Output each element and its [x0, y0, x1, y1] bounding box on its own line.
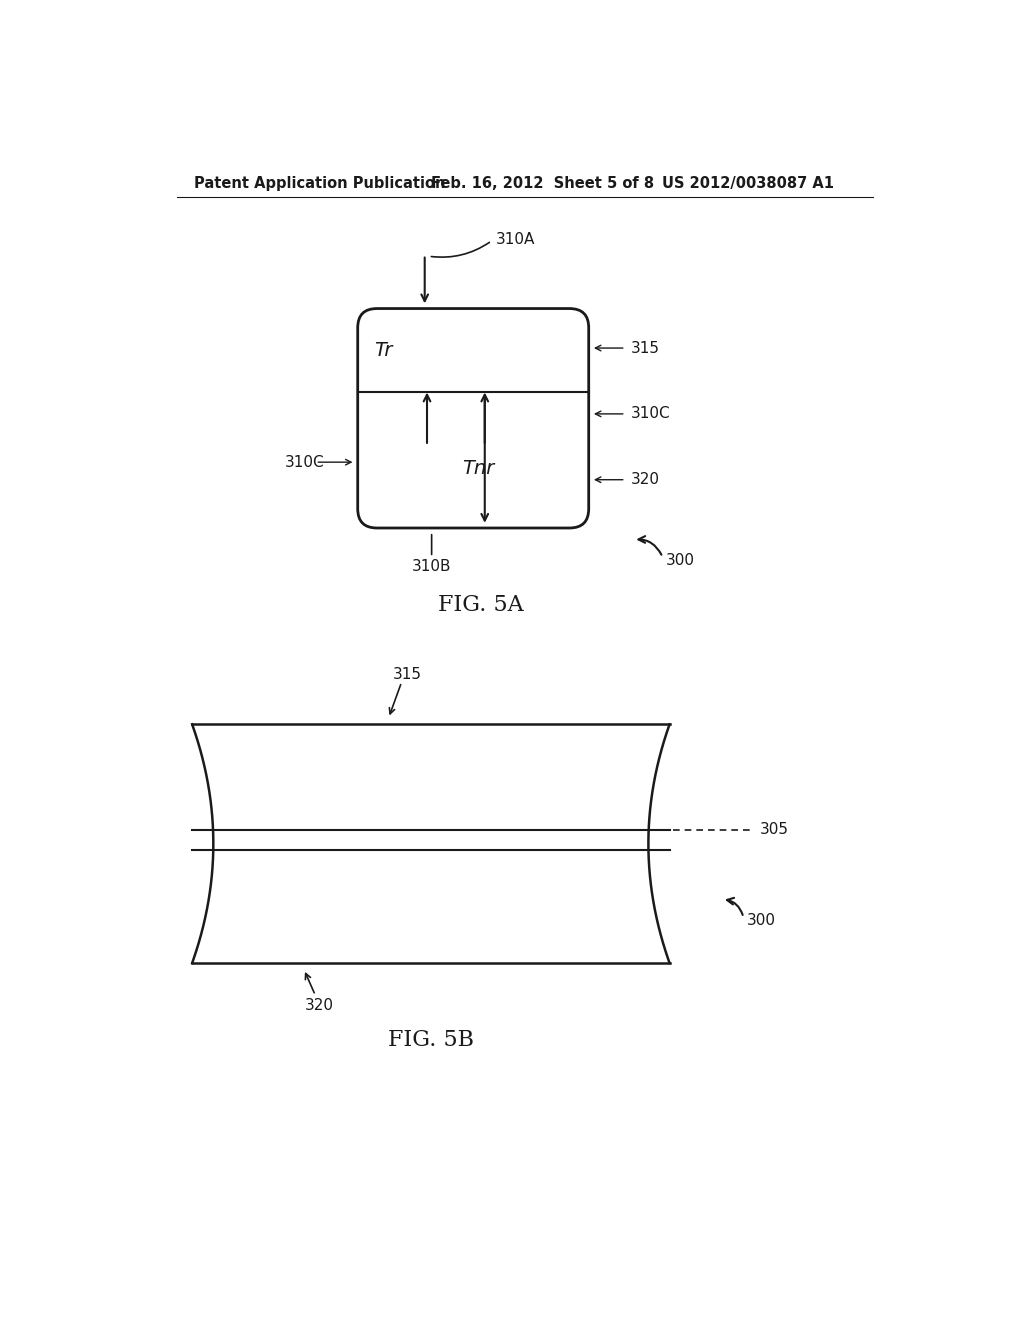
Text: FIG. 5A: FIG. 5A [438, 594, 523, 616]
Text: 300: 300 [666, 553, 694, 568]
Text: 310C: 310C [285, 454, 325, 470]
Text: 310A: 310A [497, 232, 536, 247]
Text: 300: 300 [746, 913, 775, 928]
Text: 315: 315 [631, 341, 660, 355]
Text: 310C: 310C [631, 407, 671, 421]
Text: 320: 320 [305, 998, 334, 1012]
Text: Tnr: Tnr [462, 459, 494, 478]
Text: 315: 315 [393, 667, 422, 682]
Text: Patent Application Publication: Patent Application Publication [194, 176, 445, 190]
Text: Tr: Tr [375, 341, 393, 360]
Text: Feb. 16, 2012  Sheet 5 of 8: Feb. 16, 2012 Sheet 5 of 8 [431, 176, 654, 190]
Text: 320: 320 [631, 473, 660, 487]
Text: US 2012/0038087 A1: US 2012/0038087 A1 [662, 176, 834, 190]
Text: 305: 305 [760, 822, 788, 837]
FancyBboxPatch shape [357, 309, 589, 528]
Text: FIG. 5B: FIG. 5B [388, 1030, 474, 1051]
Text: 310B: 310B [412, 558, 452, 574]
